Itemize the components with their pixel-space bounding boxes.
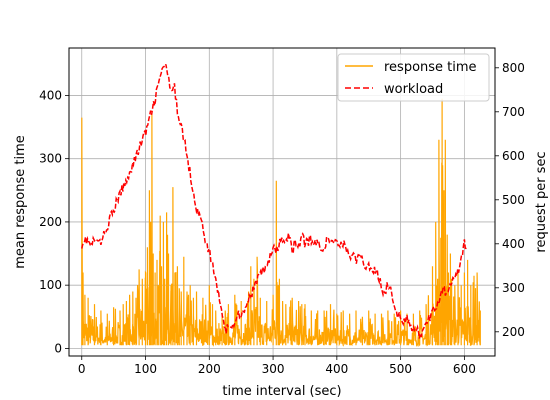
x-tick-label: 300 xyxy=(262,362,285,376)
x-tick-label: 200 xyxy=(198,362,221,376)
right-y-tick-label: 500 xyxy=(502,193,525,207)
legend-label-response-time: response time xyxy=(384,60,477,75)
right-y-axis-label: request per sec xyxy=(534,151,549,252)
x-tick-label: 0 xyxy=(78,362,86,376)
x-tick-label: 600 xyxy=(453,362,476,376)
right-y-tick-label: 300 xyxy=(502,281,525,295)
response-time-line xyxy=(81,98,481,348)
left-y-tick-label: 200 xyxy=(39,215,62,229)
right-y-tick-label: 700 xyxy=(502,105,525,119)
workload-series xyxy=(81,64,468,339)
right-y-axis-ticks: 200 300 400 500 600 700 800 xyxy=(495,61,525,339)
left-y-tick-label: 400 xyxy=(39,88,62,102)
x-tick-label: 400 xyxy=(325,362,348,376)
x-axis-ticks: 0 100 200 300 400 500 600 xyxy=(78,356,476,376)
x-axis-label: time interval (sec) xyxy=(222,384,341,399)
grid xyxy=(69,48,495,356)
right-y-tick-label: 400 xyxy=(502,237,525,251)
right-y-tick-label: 600 xyxy=(502,149,525,163)
plot-frame xyxy=(68,47,496,357)
x-tick-label: 500 xyxy=(389,362,412,376)
left-y-tick-label: 100 xyxy=(39,278,62,292)
legend-label-workload: workload xyxy=(384,82,443,97)
legend: response time workload xyxy=(337,53,490,102)
legend-box xyxy=(337,53,490,102)
workload-line xyxy=(81,64,468,339)
left-y-axis-ticks: 0 100 200 300 400 xyxy=(39,88,69,355)
left-y-axis-label: mean response time xyxy=(13,135,28,269)
right-y-tick-label: 800 xyxy=(502,61,525,75)
x-tick-label: 100 xyxy=(134,362,157,376)
response-time-series xyxy=(81,98,481,348)
left-y-tick-label: 300 xyxy=(39,152,62,166)
right-y-tick-label: 200 xyxy=(502,325,525,339)
left-y-tick-label: 0 xyxy=(54,341,62,355)
